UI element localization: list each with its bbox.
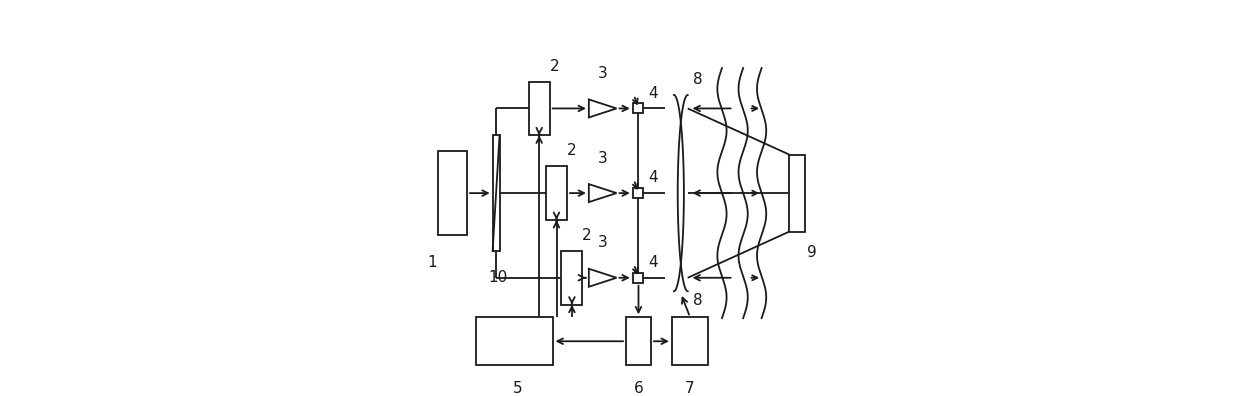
Text: 3: 3 (598, 150, 608, 166)
Bar (672, 317, 708, 366)
Text: 2: 2 (567, 143, 577, 158)
Text: 10: 10 (489, 270, 507, 285)
Bar (634, 103, 644, 113)
Bar (546, 166, 567, 220)
Text: 1: 1 (428, 255, 438, 270)
Text: 9: 9 (807, 245, 816, 260)
Text: 3: 3 (598, 235, 608, 250)
Bar (634, 273, 644, 283)
Bar (438, 151, 467, 236)
Bar (562, 251, 583, 305)
Bar (492, 135, 500, 251)
Bar (476, 317, 553, 366)
Text: 4: 4 (649, 86, 658, 101)
Bar (634, 188, 644, 198)
Text: 6: 6 (634, 381, 644, 396)
Text: 3: 3 (598, 66, 608, 81)
Text: 8: 8 (692, 293, 702, 308)
Text: 7: 7 (686, 381, 694, 396)
Bar (790, 154, 805, 232)
Bar (528, 82, 549, 135)
Text: 8: 8 (692, 72, 702, 87)
Bar (626, 317, 651, 366)
Text: 4: 4 (649, 170, 658, 185)
Text: 5: 5 (513, 381, 523, 396)
Text: 2: 2 (549, 59, 559, 74)
Text: 2: 2 (583, 228, 591, 243)
Text: 4: 4 (649, 255, 658, 270)
